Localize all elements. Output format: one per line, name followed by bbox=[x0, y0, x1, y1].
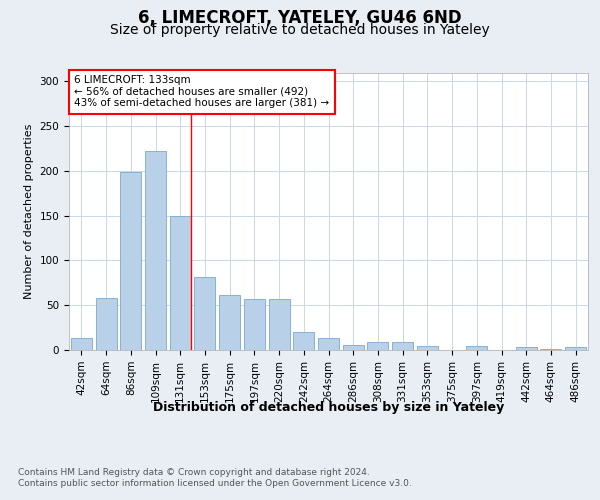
Bar bbox=[244, 299, 265, 350]
Bar bbox=[516, 348, 537, 350]
Bar bbox=[565, 348, 586, 350]
Bar bbox=[71, 338, 92, 350]
Bar bbox=[343, 344, 364, 350]
Text: 6 LIMECROFT: 133sqm
← 56% of detached houses are smaller (492)
43% of semi-detac: 6 LIMECROFT: 133sqm ← 56% of detached ho… bbox=[74, 76, 329, 108]
Bar bbox=[269, 299, 290, 350]
Bar bbox=[392, 342, 413, 350]
Text: Distribution of detached houses by size in Yateley: Distribution of detached houses by size … bbox=[153, 401, 505, 414]
Bar bbox=[145, 152, 166, 350]
Bar bbox=[367, 342, 388, 350]
Y-axis label: Number of detached properties: Number of detached properties bbox=[24, 124, 34, 299]
Bar bbox=[466, 346, 487, 350]
Text: 6, LIMECROFT, YATELEY, GU46 6ND: 6, LIMECROFT, YATELEY, GU46 6ND bbox=[138, 8, 462, 26]
Bar bbox=[219, 294, 240, 350]
Bar bbox=[293, 332, 314, 350]
Bar bbox=[194, 278, 215, 350]
Bar bbox=[417, 346, 438, 350]
Bar bbox=[170, 216, 191, 350]
Text: Size of property relative to detached houses in Yateley: Size of property relative to detached ho… bbox=[110, 23, 490, 37]
Bar bbox=[95, 298, 116, 350]
Text: Contains HM Land Registry data © Crown copyright and database right 2024.
Contai: Contains HM Land Registry data © Crown c… bbox=[18, 468, 412, 487]
Bar bbox=[318, 338, 339, 350]
Bar bbox=[541, 349, 562, 350]
Bar bbox=[120, 172, 141, 350]
